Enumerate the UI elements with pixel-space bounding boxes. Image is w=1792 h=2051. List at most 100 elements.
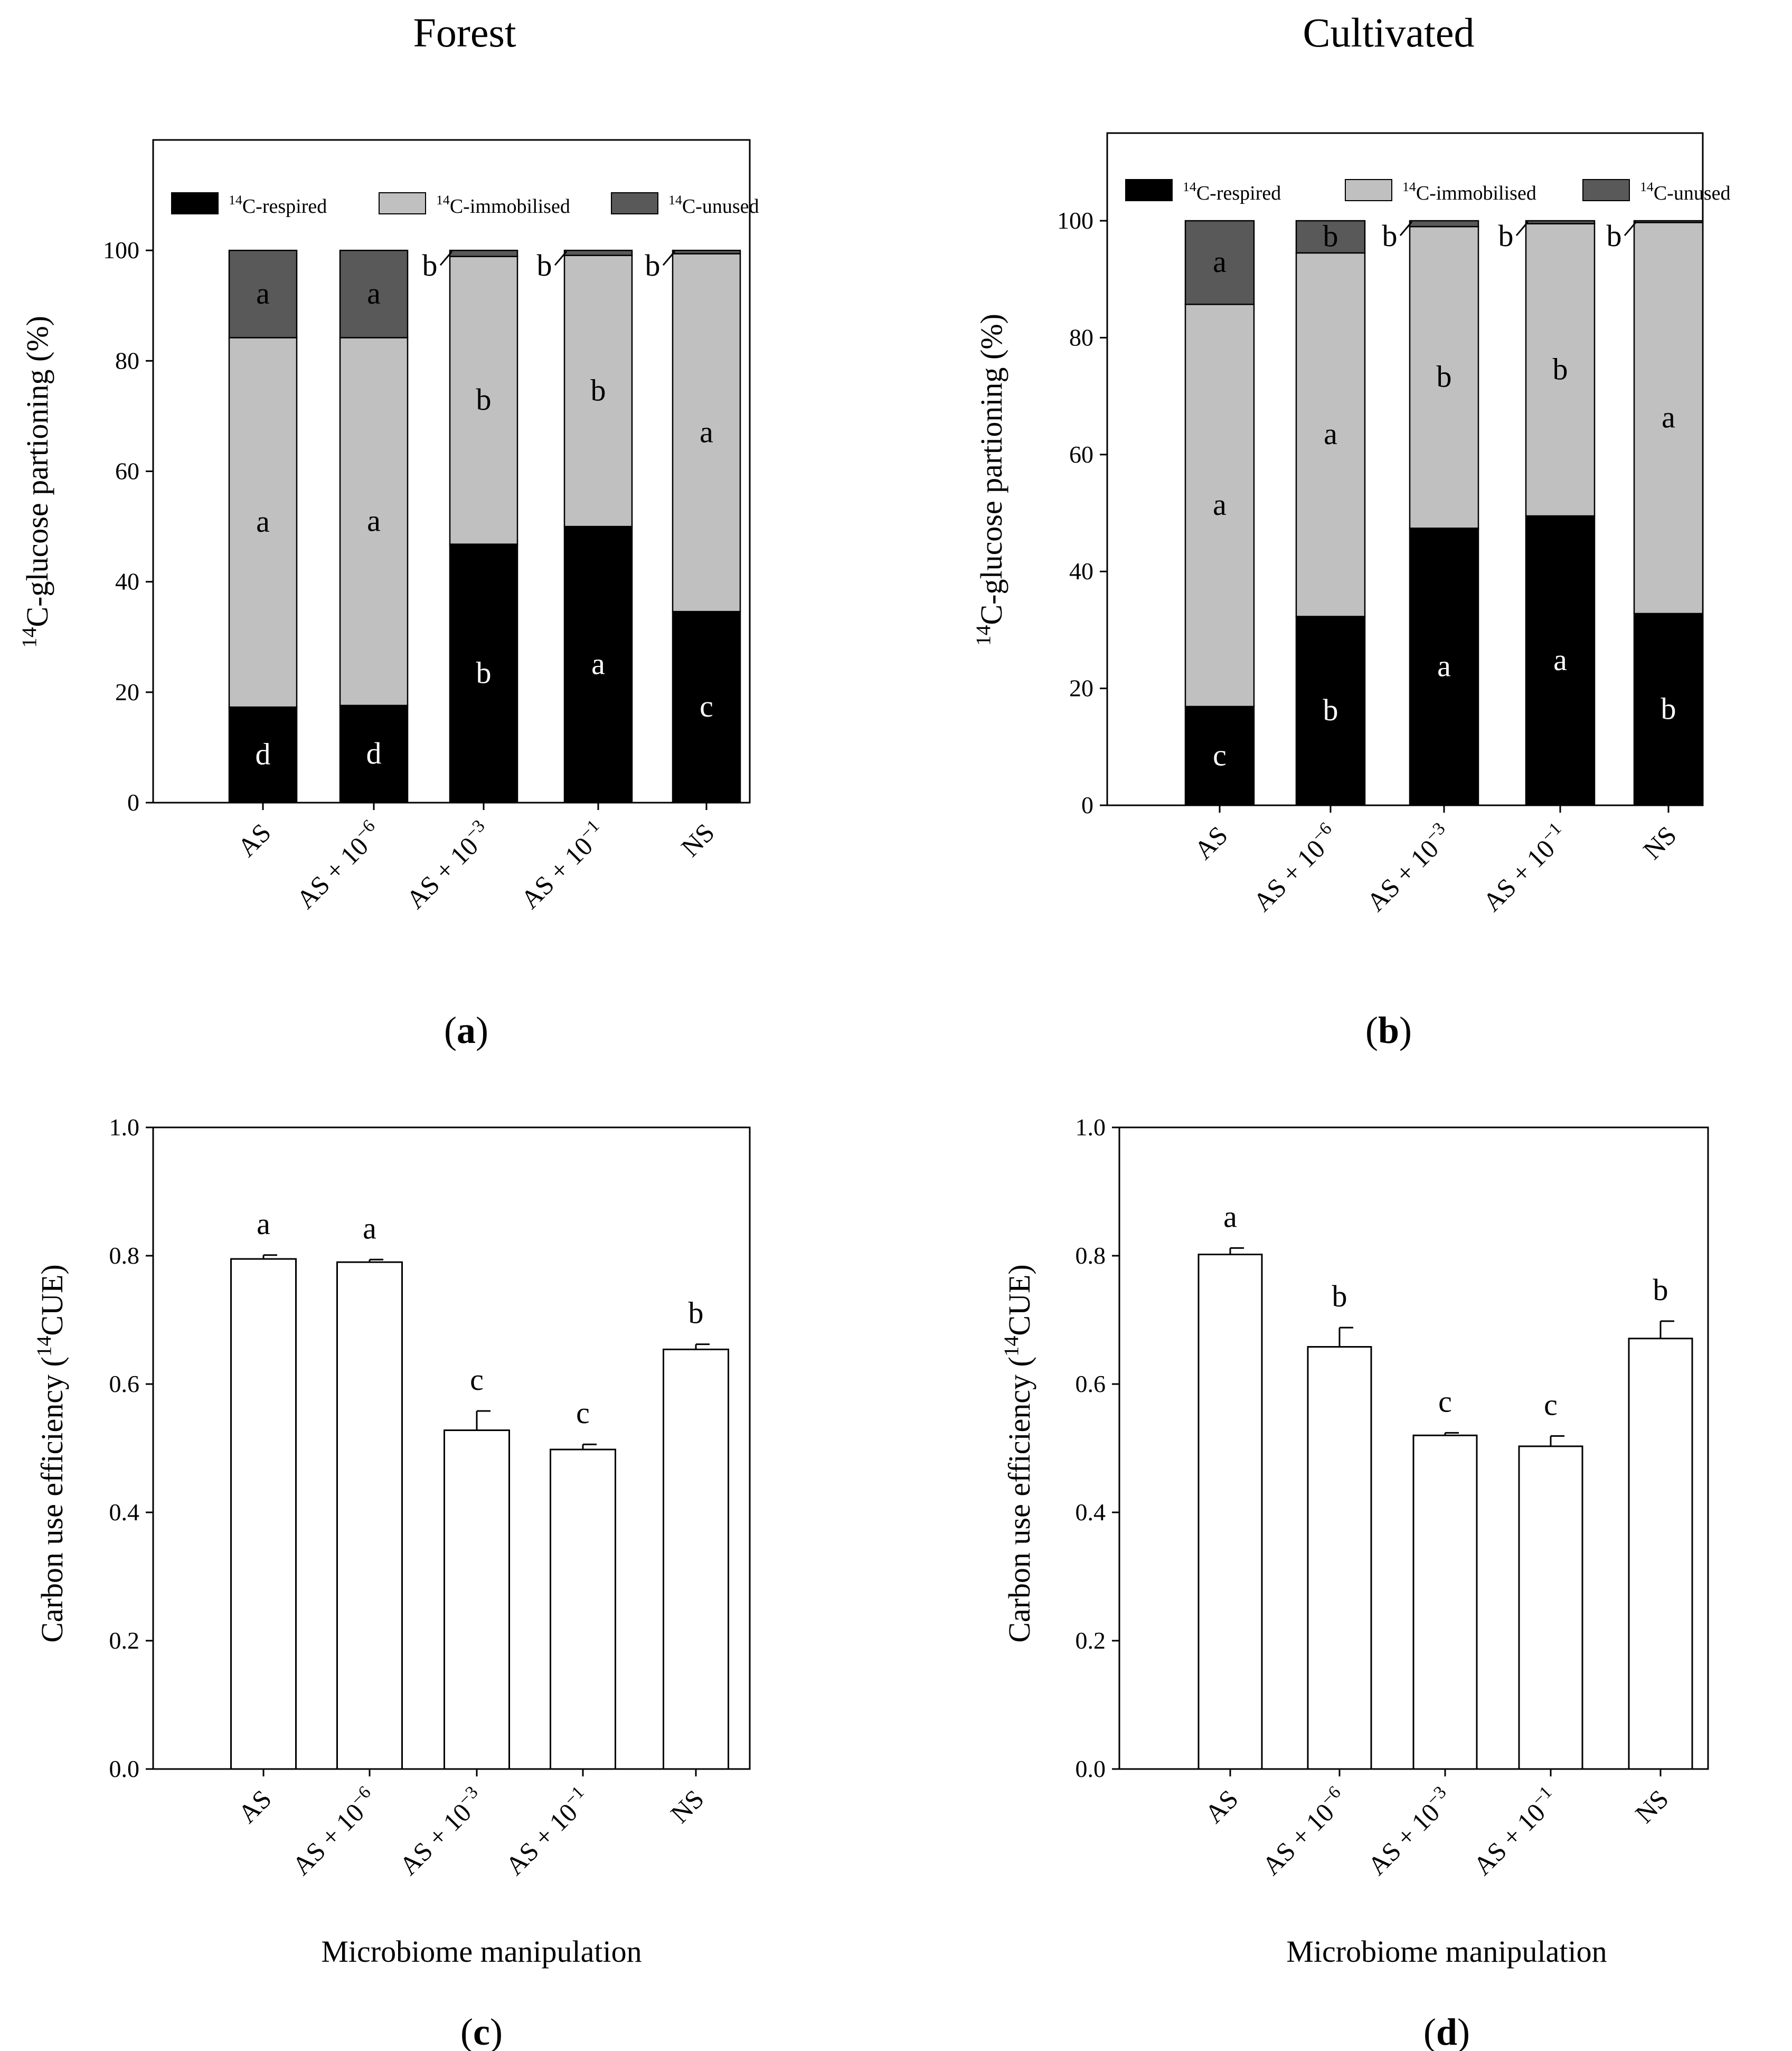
bar-segment bbox=[228, 706, 298, 804]
panel-label: (b) bbox=[1365, 1009, 1412, 1051]
bar-segment bbox=[672, 249, 741, 255]
legend-label: 14C-immobilised bbox=[436, 192, 570, 218]
x-category-label: AS + 10−6 bbox=[285, 1782, 383, 1880]
y-tick-label: 0 bbox=[127, 789, 139, 816]
x-category-label: AS bbox=[1199, 1784, 1244, 1829]
panel-title: Cultivated bbox=[1303, 10, 1475, 55]
bar-segment bbox=[449, 249, 518, 257]
bar bbox=[1518, 1445, 1583, 1770]
y-axis-title: Carbon use efficiency (14CUE) bbox=[999, 1264, 1036, 1642]
bar bbox=[1307, 1346, 1372, 1770]
significance-letter: c bbox=[1213, 738, 1227, 772]
bar bbox=[336, 1261, 403, 1770]
x-category-label: AS + 10−3 bbox=[399, 816, 497, 914]
significance-letter: b bbox=[645, 248, 661, 283]
x-category-label: AS + 10−3 bbox=[392, 1782, 491, 1880]
significance-letter: a bbox=[1437, 649, 1451, 683]
panel-title: Forest bbox=[413, 10, 516, 55]
significance-letter: b bbox=[688, 1296, 704, 1330]
bar bbox=[1628, 1338, 1693, 1770]
significance-letter: b bbox=[476, 655, 492, 690]
y-tick-label: 0.0 bbox=[1076, 1755, 1106, 1782]
leader-line bbox=[439, 251, 453, 266]
bar-segment bbox=[563, 249, 633, 256]
bar-segment bbox=[449, 256, 518, 545]
y-tick-label: 0.8 bbox=[1076, 1242, 1106, 1269]
y-axis-title: Carbon use efficiency (14CUE) bbox=[32, 1264, 69, 1642]
legend-label: 14C-respired bbox=[1183, 179, 1281, 204]
significance-letter: c bbox=[1438, 1384, 1452, 1418]
leader-line bbox=[1399, 221, 1413, 237]
bar-segment bbox=[672, 610, 741, 804]
legend-label: 14C-unused bbox=[668, 192, 759, 218]
y-tick-label: 100 bbox=[1057, 207, 1093, 234]
leader-line bbox=[662, 251, 676, 266]
significance-letter: d bbox=[256, 737, 271, 772]
bar-segment bbox=[1633, 220, 1704, 223]
legend-swatch bbox=[379, 192, 426, 214]
bar-segment bbox=[1409, 220, 1479, 228]
y-tick-label: 0.4 bbox=[1076, 1499, 1106, 1526]
bar bbox=[663, 1348, 729, 1770]
x-category-label: AS + 10−6 bbox=[289, 816, 388, 914]
significance-letter: a bbox=[591, 647, 605, 681]
bar-segment bbox=[1633, 613, 1704, 806]
significance-letter: a bbox=[367, 504, 381, 538]
legend: 14C-respired 14C-immobilised 14C-unused bbox=[1125, 179, 1730, 204]
y-tick-label: 60 bbox=[115, 458, 139, 485]
leader-line bbox=[1624, 221, 1637, 237]
bar bbox=[1412, 1434, 1478, 1770]
significance-letter: b bbox=[422, 248, 438, 283]
significance-letter: b bbox=[591, 373, 606, 407]
x-category-label: NS bbox=[665, 1784, 710, 1829]
x-category-label: AS + 10−3 bbox=[1360, 818, 1458, 917]
legend-label: 14C-immobilised bbox=[1402, 179, 1536, 204]
significance-letter: b bbox=[1437, 360, 1452, 394]
significance-letter: b bbox=[1553, 352, 1568, 386]
legend: 14C-respired 14C-immobilised 14C-unused bbox=[171, 192, 759, 218]
significance-letter: b bbox=[1382, 219, 1398, 253]
legend-label: 14C-unused bbox=[1640, 179, 1730, 204]
significance-letter: a bbox=[1553, 643, 1567, 677]
x-category-label: AS + 10−1 bbox=[498, 1782, 597, 1880]
y-tick-label: 20 bbox=[1069, 675, 1093, 702]
significance-letter: a bbox=[1213, 244, 1227, 279]
significance-letter: d bbox=[366, 736, 382, 770]
bar-segment bbox=[1633, 222, 1704, 615]
bar-segment bbox=[563, 525, 633, 804]
significance-letter: b bbox=[1323, 693, 1338, 727]
x-category-label: AS + 10−1 bbox=[514, 816, 612, 914]
significance-letter: a bbox=[256, 276, 270, 311]
bar-segment bbox=[1409, 225, 1479, 529]
x-category-label: AS + 10−1 bbox=[1476, 818, 1574, 917]
bar bbox=[1197, 1254, 1263, 1770]
y-tick-label: 100 bbox=[103, 237, 139, 264]
y-tick-label: 0.0 bbox=[109, 1755, 140, 1782]
significance-letter: a bbox=[700, 415, 713, 449]
significance-letter: b bbox=[1498, 219, 1514, 253]
panel-label: (c) bbox=[460, 2011, 503, 2051]
legend-swatch bbox=[611, 192, 658, 214]
y-tick-label: 0 bbox=[1081, 792, 1093, 818]
y-axis-title: 14C-glucose partioning (%) bbox=[972, 314, 1008, 646]
x-category-label: NS bbox=[1637, 820, 1682, 865]
bar-segment bbox=[1525, 220, 1596, 224]
bar-segment bbox=[339, 704, 409, 804]
significance-letter: c bbox=[700, 689, 713, 723]
y-tick-label: 0.6 bbox=[1076, 1370, 1106, 1397]
legend-label: 14C-respired bbox=[229, 192, 327, 218]
bar-segment bbox=[228, 337, 298, 708]
y-tick-label: 40 bbox=[115, 568, 139, 595]
y-tick-label: 1.0 bbox=[109, 1114, 140, 1141]
legend-swatch bbox=[1582, 179, 1630, 201]
bar-segment bbox=[339, 249, 409, 338]
x-category-label: AS + 10−6 bbox=[1255, 1782, 1353, 1880]
significance-letter: b bbox=[476, 382, 492, 417]
leader-line bbox=[1515, 221, 1529, 237]
bar-segment bbox=[449, 543, 518, 804]
significance-letter: a bbox=[1662, 400, 1675, 435]
y-tick-label: 80 bbox=[1069, 324, 1093, 351]
bar-segment bbox=[1295, 220, 1366, 254]
